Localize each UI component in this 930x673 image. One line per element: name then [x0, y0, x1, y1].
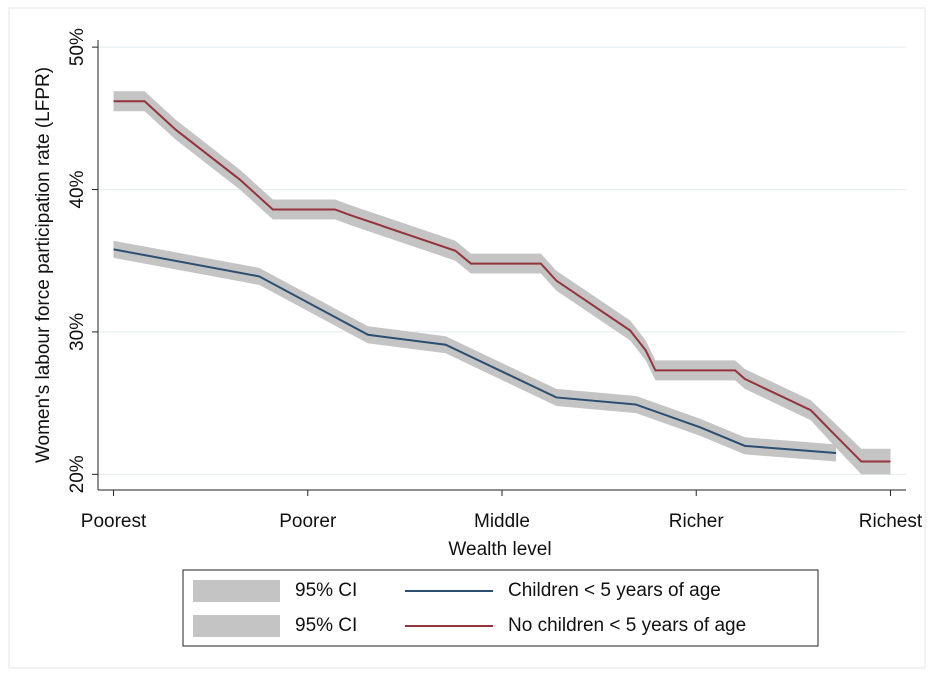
legend-box — [182, 569, 819, 647]
y-tick-label: 20% — [67, 455, 88, 493]
legend-band-swatch — [193, 615, 280, 637]
y-tick-label: 40% — [67, 170, 88, 208]
legend-ci-label: 95% CI — [295, 580, 357, 601]
x-tick-label: Richer — [669, 511, 725, 532]
legend-band-swatch — [193, 580, 280, 602]
legend-ci-label: 95% CI — [295, 615, 357, 636]
series-line — [113, 100, 891, 463]
series-line — [113, 248, 837, 454]
ci-band — [113, 91, 891, 475]
x-tick-label: Poorer — [279, 511, 337, 532]
y-tick-label: 30% — [67, 313, 88, 351]
y-tick-label: 50% — [67, 28, 88, 66]
x-tick-label: Richest — [859, 511, 923, 532]
x-tick-label: Middle — [474, 511, 530, 532]
x-axis-title: Wealth level — [448, 539, 551, 560]
y-axis-title: Women's labour force participation rate … — [33, 67, 54, 463]
x-tick-label: Poorest — [81, 511, 147, 532]
legend-label: No children < 5 years of age — [508, 615, 746, 636]
legend-label: Children < 5 years of age — [508, 580, 721, 601]
